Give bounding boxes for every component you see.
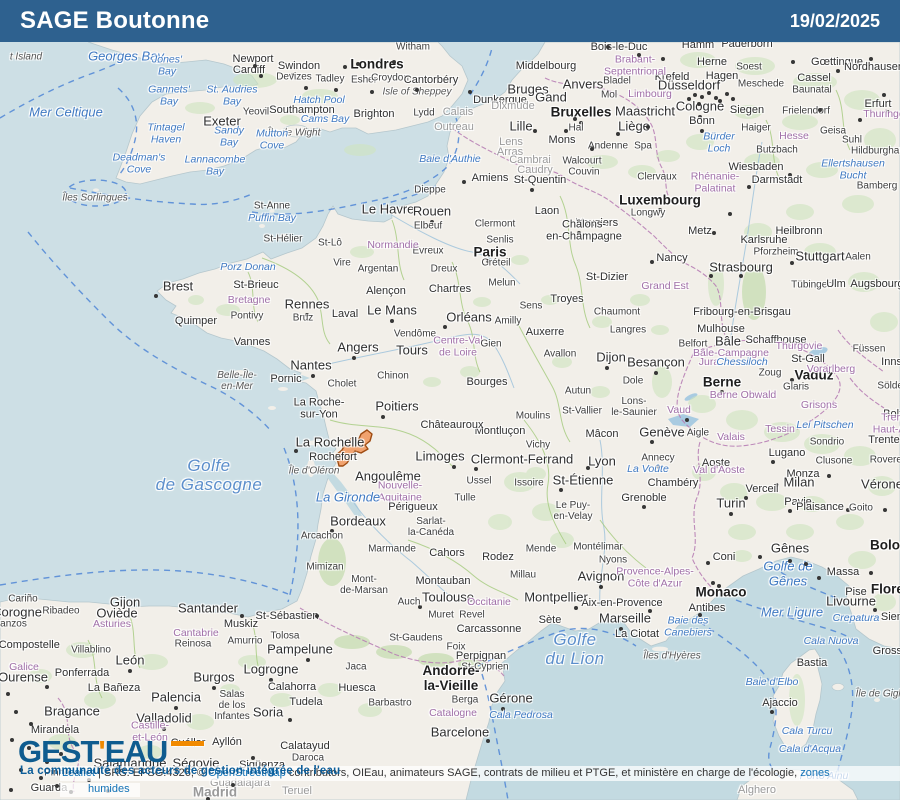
isle-of-wight [282,124,310,138]
logo-apostrophe: ' [98,734,105,769]
landmass-continent [0,41,900,800]
channel-island [259,224,265,228]
noirmoutier [278,387,288,391]
belle-ile [233,370,247,376]
header-bar: SAGE Boutonne 19/02/2025 [0,0,900,42]
channel-island [280,233,288,239]
loire-estuary [296,373,310,382]
ile-doleron [307,459,315,477]
leaflet-link[interactable]: Leaflet [62,767,96,779]
rivers [311,141,763,607]
map-attribution: Leaflet | SRS: EPSG:4326, © OpenStreetMa… [60,766,900,781]
lake-geneva [668,414,699,427]
small-island [13,54,23,60]
maritime-boundaries [0,47,855,800]
hyeres-islands [652,646,668,652]
scilly-isles [93,188,99,192]
lake-neuchatel [684,393,698,401]
attribution-meta: | SRS: EPSG:4326, © [95,767,209,779]
gesteau-tagline: La communauté des acteurs de gestion int… [20,765,341,777]
attribution-credits: contributors, OIEau, animateurs SAGE, co… [285,767,801,779]
ile-de-re [307,440,323,446]
openstreetmap-link[interactable]: OpenStreetMap [208,767,286,779]
map-attribution-line2: humides [60,783,140,797]
forest-areas [28,52,898,759]
channel-island [269,209,275,213]
header-date: 19/02/2025 [789,10,880,31]
ile-dyeu [268,406,276,410]
sage-boutonne-perimeter[interactable] [335,429,373,467]
zones-humides-link[interactable]: zones [800,767,830,779]
elba-island [831,683,845,691]
logo-orange-bar-icon [171,741,205,746]
page-title: SAGE Boutonne [20,7,210,34]
giglio-island [874,698,880,702]
gironde-estuary [326,471,362,516]
logo-eau: EAU [104,734,168,769]
lake-constance [808,347,828,357]
country-borders [57,77,885,793]
gesteau-logo[interactable]: GEST'EAU [18,734,205,769]
logo-gest: GEST [18,734,99,769]
region-borders [87,89,851,699]
zones-humides-link[interactable]: humides [88,783,130,795]
